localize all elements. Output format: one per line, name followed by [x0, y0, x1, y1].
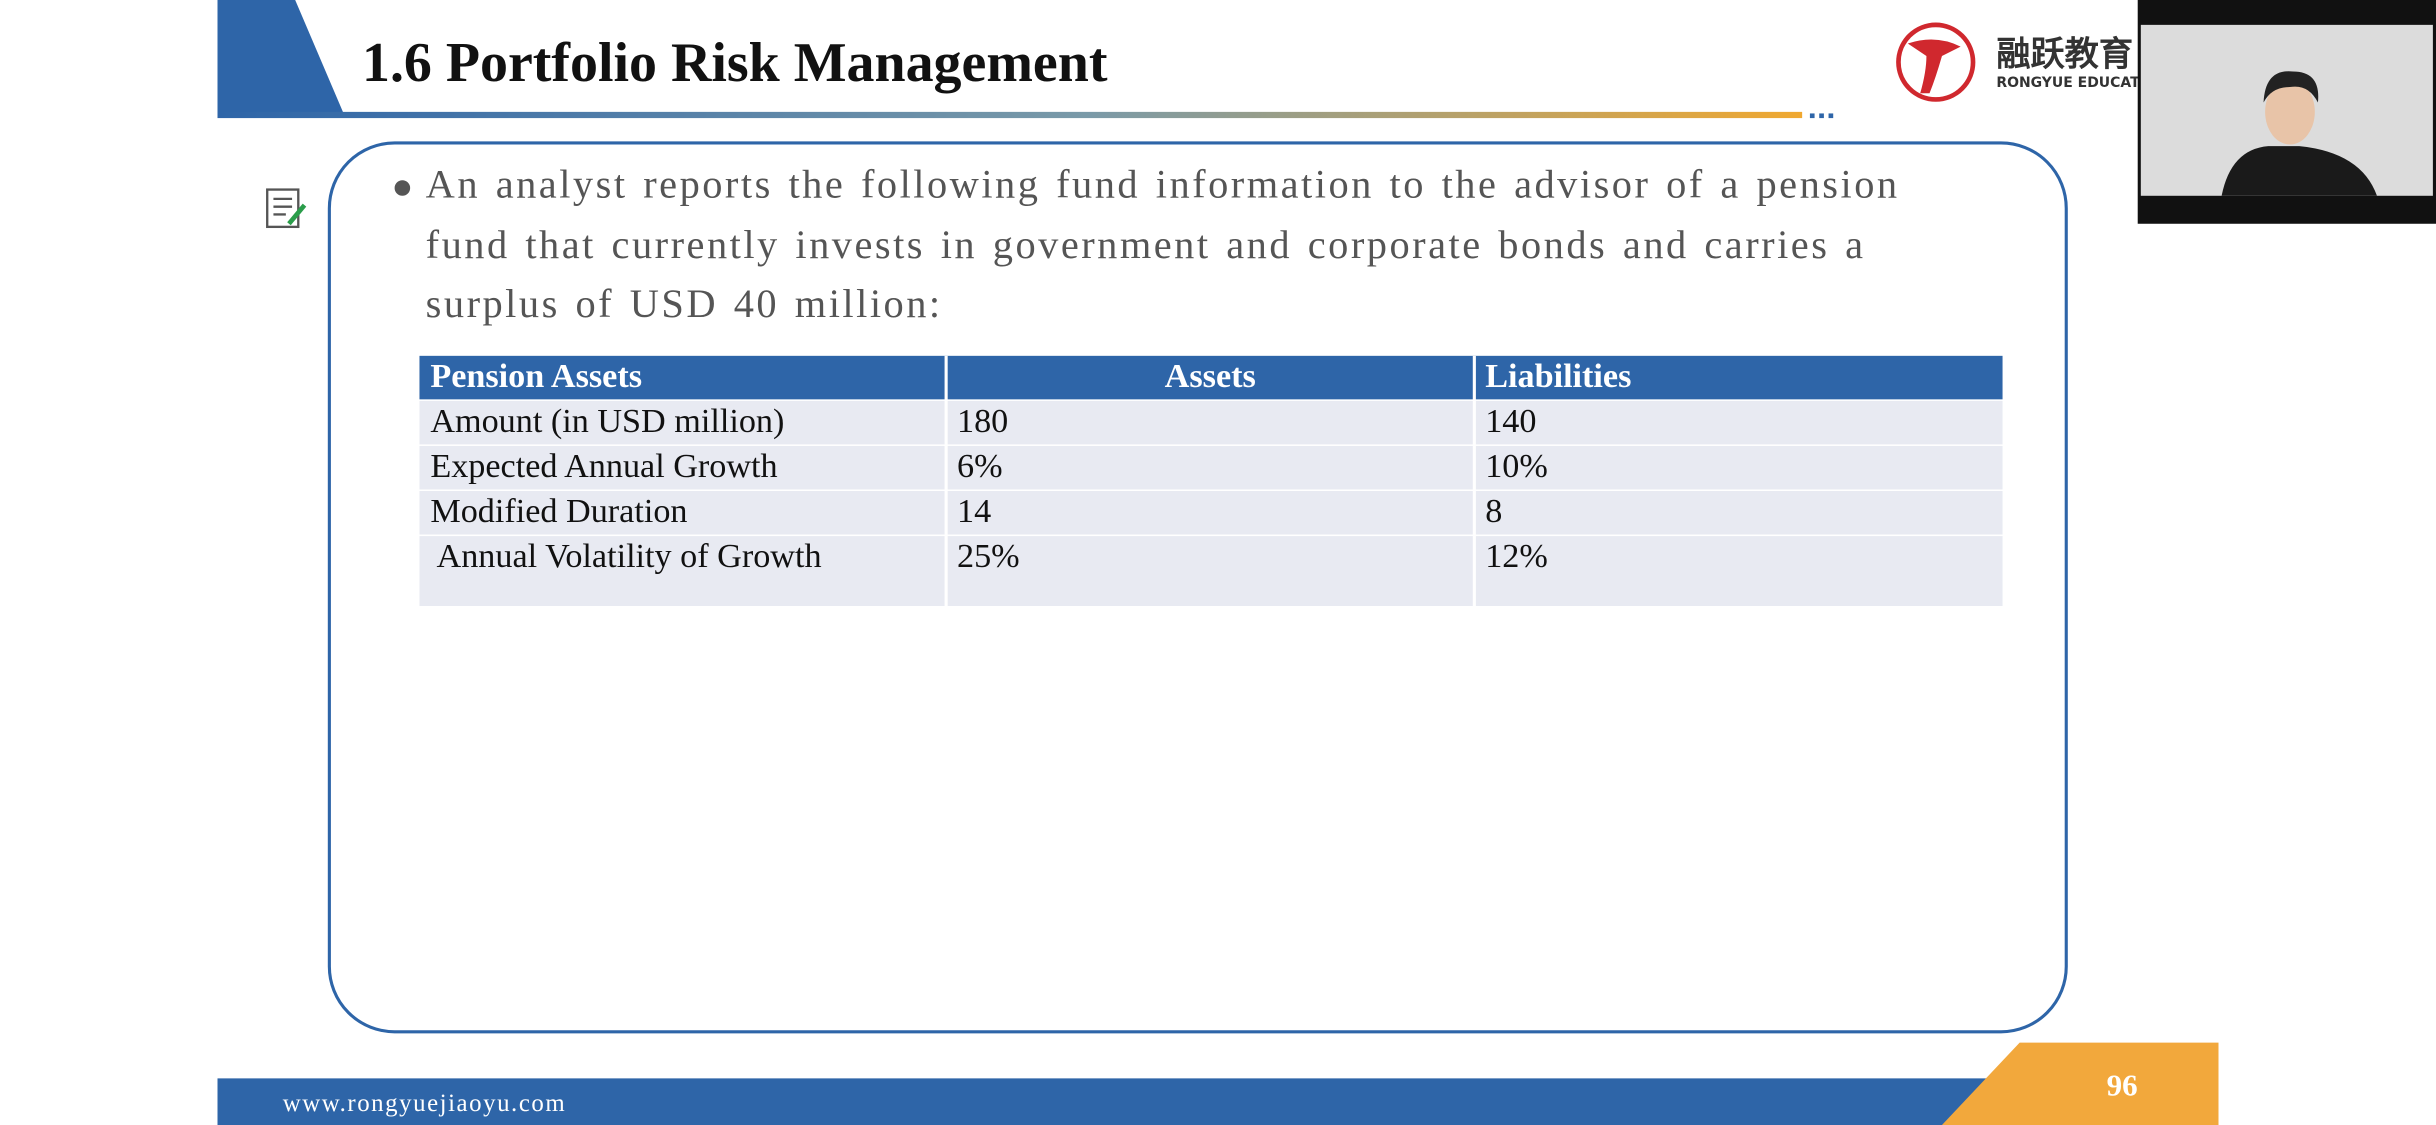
webcam-overlay: [2137, 0, 2436, 224]
bullet-container: An analyst reports the following fund in…: [425, 161, 1900, 327]
table-cell: 25%: [957, 538, 1020, 575]
footer-url: www.rongyuejiaoyu.com: [283, 1090, 567, 1117]
table-cell: 14: [957, 493, 991, 530]
title-underline: [217, 111, 1803, 119]
table-cell: 10%: [1485, 448, 1548, 485]
table-cell: Modified Duration: [430, 493, 687, 530]
footer-bar: [217, 1078, 1989, 1125]
bullet-dot: [394, 180, 411, 196]
logo: 融跃教育 RONGYUE EDUCATION: [1896, 22, 2168, 102]
page-number: 96: [2107, 1067, 2138, 1102]
table-cell: 12%: [1485, 538, 1548, 575]
table-row-bg: [419, 491, 2003, 535]
table-cell: Amount (in USD million): [430, 403, 784, 440]
table-cell: 140: [1485, 403, 1536, 440]
table-header-cell: Pension Assets: [430, 358, 642, 395]
logo-text: 融跃教育: [1996, 34, 2133, 74]
page-tab: [1941, 1042, 2219, 1125]
table-cell: Expected Annual Growth: [430, 448, 777, 485]
note-icon: [266, 188, 307, 229]
table-header-cell: Assets: [1165, 358, 1256, 395]
table-header-bg: [419, 355, 2003, 400]
table-row-bg: [419, 536, 2003, 607]
table-cell: 6%: [957, 448, 1003, 485]
table-cell: 180: [957, 403, 1008, 440]
underline-dots: [1809, 113, 1834, 119]
content-box: [327, 141, 2068, 1034]
logo-subtitle: RONGYUE EDUCATION: [1996, 75, 2168, 91]
table-cell: Annual Volatility of Growth: [437, 538, 822, 575]
data-table: Pension Assets Assets Liabilities Amount (i…: [419, 355, 2003, 608]
table-header-cell: Liabilities: [1485, 358, 1631, 395]
bullet-text: An analyst reports the following fund in…: [425, 161, 1900, 327]
table-row-bg: [419, 400, 2003, 445]
table-cell: 8: [1485, 493, 1502, 530]
slide-title: 1.6 Portfolio Risk Management: [362, 32, 1108, 94]
table-row-bg: [419, 445, 2003, 490]
title-accent: [217, 0, 345, 117]
